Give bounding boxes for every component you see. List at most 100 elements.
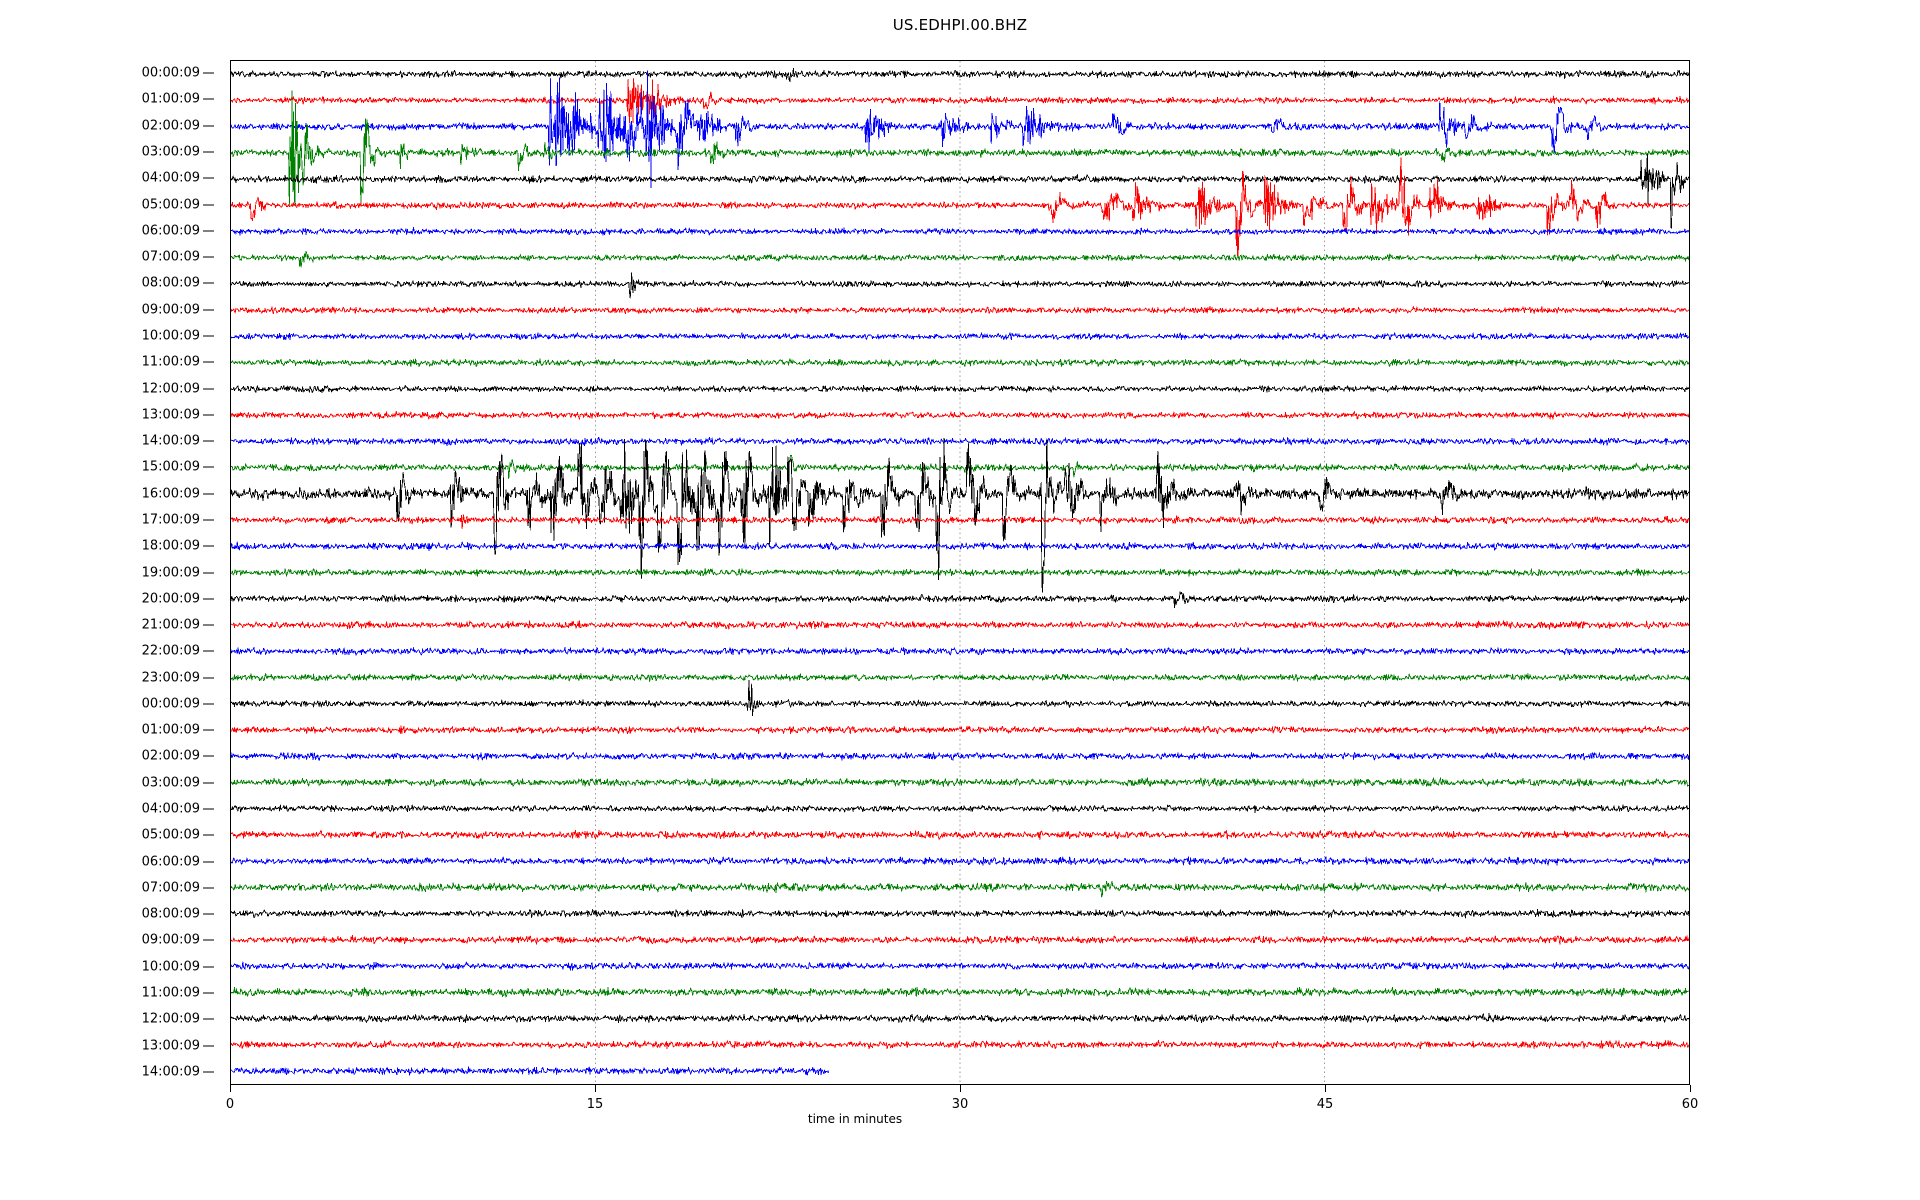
y-axis-tick-mark (203, 782, 214, 784)
gridlines (595, 61, 1325, 1084)
y-axis-tick-mark (203, 177, 214, 179)
y-axis-tick-mark (203, 309, 214, 311)
seismogram-trace (231, 272, 1689, 299)
seismogram-trace (231, 1066, 830, 1076)
y-axis-tick-label: 14:00:09 (141, 1064, 200, 1080)
y-axis-tick-mark (203, 913, 214, 915)
seismogram-trace (231, 454, 1689, 480)
y-axis-tick-label: 21:00:09 (141, 617, 200, 633)
y-axis-tick-label: 06:00:09 (141, 854, 200, 870)
x-axis-tick-label: 30 (951, 1097, 969, 1112)
y-axis-tick-label: 17:00:09 (141, 512, 200, 528)
seismogram-trace (231, 332, 1689, 341)
seismogram-trace (231, 961, 1689, 971)
seismogram-trace (231, 679, 1689, 717)
y-axis-tick-mark (203, 98, 214, 100)
y-axis-tick-label: 10:00:09 (141, 328, 200, 344)
seismogram-trace (231, 1013, 1689, 1024)
x-axis-labels: 0 15 30 45 60 (0, 1085, 1920, 1125)
y-axis-tick-label: 07:00:09 (141, 249, 200, 265)
seismogram-trace (231, 908, 1689, 919)
seismogram-trace (231, 438, 1689, 593)
seismogram-trace (231, 568, 1689, 577)
seismogram-trace (231, 751, 1689, 761)
x-axis-tick-mark (1690, 1085, 1691, 1092)
seismogram-trace (231, 250, 1689, 268)
seismogram-trace (231, 856, 1689, 866)
page-title: US.EDHPI.00.BHZ (892, 16, 1028, 34)
seismogram-trace (231, 436, 1689, 447)
y-axis-tick-mark (203, 204, 214, 206)
y-axis-tick-label: 22:00:09 (141, 643, 200, 659)
y-axis-tick-label: 00:00:09 (141, 65, 200, 81)
x-axis-tick-mark (1325, 1085, 1326, 1092)
seismogram-trace (231, 384, 1689, 394)
y-axis-tick-mark (203, 677, 214, 679)
y-axis-tick-mark (203, 72, 214, 74)
x-axis-tick-label: 60 (1681, 1097, 1699, 1112)
seismogram-trace (231, 673, 1689, 682)
y-axis-tick-label: 05:00:09 (141, 197, 200, 213)
seismogram-trace (231, 70, 1689, 189)
y-axis-tick-mark (203, 755, 214, 757)
y-axis-tick-label: 18:00:09 (141, 538, 200, 554)
y-axis-tick-label: 14:00:09 (141, 433, 200, 449)
seismogram-trace (231, 410, 1689, 420)
y-axis-tick-mark (203, 1071, 214, 1073)
seismogram-trace (231, 646, 1689, 656)
y-axis-tick-mark (203, 545, 214, 547)
seismogram-traces (231, 67, 1689, 1076)
y-axis-tick-label: 13:00:09 (141, 407, 200, 423)
y-axis-tick-label: 13:00:09 (141, 1038, 200, 1054)
y-axis-tick-mark (203, 519, 214, 521)
y-axis-tick-label: 23:00:09 (141, 670, 200, 686)
y-axis-tick-mark (203, 992, 214, 994)
y-axis-tick-mark (203, 256, 214, 258)
y-axis-tick-label: 12:00:09 (141, 381, 200, 397)
y-axis-tick-label: 03:00:09 (141, 775, 200, 791)
y-axis-tick-label: 03:00:09 (141, 144, 200, 160)
y-axis-tick-label: 12:00:09 (141, 1011, 200, 1027)
y-axis-tick-label: 08:00:09 (141, 906, 200, 922)
y-axis-tick-mark (203, 282, 214, 284)
y-axis-tick-mark (203, 1018, 214, 1020)
y-axis-tick-label: 10:00:09 (141, 959, 200, 975)
y-axis-tick-mark (203, 335, 214, 337)
y-axis-tick-mark (203, 887, 214, 889)
y-axis-tick-mark (203, 388, 214, 390)
seismogram-trace (231, 227, 1689, 236)
x-axis-tick-label: 0 (225, 1097, 235, 1112)
y-axis-tick-mark (203, 966, 214, 968)
y-axis-tick-mark (203, 834, 214, 836)
y-axis-labels: 00:00:09 01:00:09 02:00:09 03:00:09 04:00:09… (0, 60, 222, 1085)
y-axis-tick-label: 11:00:09 (141, 354, 200, 370)
y-axis-tick-label: 04:00:09 (141, 801, 200, 817)
seismogram-trace (231, 804, 1689, 813)
y-axis-tick-mark (203, 939, 214, 941)
seismogram-trace (231, 777, 1689, 788)
seismogram-trace (231, 157, 1689, 258)
y-axis-tick-label: 09:00:09 (141, 302, 200, 318)
seismogram-trace (231, 67, 1689, 82)
seismogram-trace (231, 358, 1689, 368)
y-axis-tick-mark (203, 808, 214, 810)
y-axis-tick-mark (203, 703, 214, 705)
x-axis-tick-label: 45 (1316, 1097, 1334, 1112)
seismogram-trace (231, 541, 1689, 552)
y-axis-tick-label: 01:00:09 (141, 722, 200, 738)
y-axis-tick-label: 06:00:09 (141, 223, 200, 239)
seismogram-trace (231, 514, 1689, 529)
y-axis-tick-mark (203, 598, 214, 600)
y-axis-tick-label: 16:00:09 (141, 486, 200, 502)
y-axis-tick-mark (203, 650, 214, 652)
y-axis-tick-label: 05:00:09 (141, 827, 200, 843)
seismogram-trace (231, 934, 1689, 945)
y-axis-tick-mark (203, 861, 214, 863)
y-axis-tick-mark (203, 493, 214, 495)
y-axis-tick-mark (203, 466, 214, 468)
y-axis-tick-mark (203, 572, 214, 573)
y-axis-tick-label: 11:00:09 (141, 985, 200, 1001)
y-axis-tick-label: 01:00:09 (141, 91, 200, 107)
y-axis-tick-label: 20:00:09 (141, 591, 200, 607)
y-axis-tick-mark (203, 440, 214, 442)
